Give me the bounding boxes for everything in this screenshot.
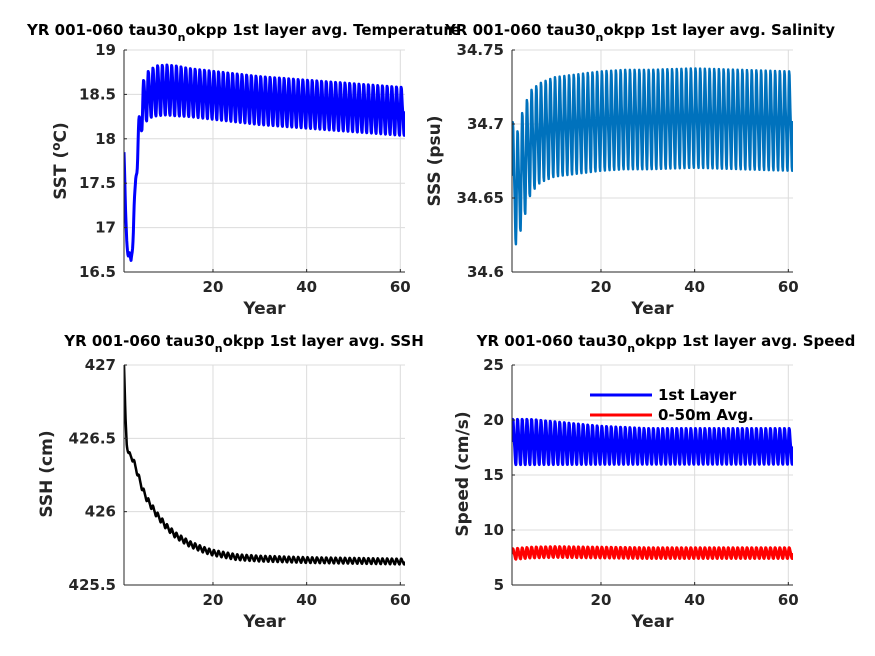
chart-title-text: YR 001-060 tau30 [26, 21, 178, 39]
y-axis-label: SST (oC) [49, 122, 71, 200]
series-line-1 [124, 63, 405, 262]
chart-title: YR 001-060 tau30nokpp 1st layer avg. Sal… [444, 21, 835, 44]
y-tick-label: 425.5 [69, 576, 116, 594]
y-tick-label: 34.6 [467, 263, 504, 281]
chart-title-rest: okpp 1st layer avg. Temperature [185, 21, 461, 39]
x-tick-label: 20 [203, 278, 224, 296]
y-tick-label: 427 [85, 356, 116, 374]
y-tick-label: 18 [95, 130, 116, 148]
x-tick-label: 20 [591, 591, 612, 609]
legend-label: 0-50m Avg. [658, 406, 754, 424]
x-axis-label: Year [630, 612, 674, 632]
x-tick-label: 20 [203, 591, 224, 609]
legend: 1st Layer 0-50m Avg. [590, 386, 754, 424]
x-tick-label: 40 [684, 591, 705, 609]
y-tick-label: 34.65 [457, 189, 504, 207]
y-axis-label-superscript: o [49, 142, 63, 150]
series-line-1 [512, 67, 793, 246]
series-line-2 [512, 545, 793, 561]
y-tick-label: 34.7 [467, 115, 504, 133]
chart-title-subscript: n [596, 31, 604, 44]
y-tick-label: 18.5 [79, 85, 116, 103]
y-axis-label-text: SSS (psu) [425, 115, 445, 206]
chart-title: YR 001-060 tau30nokpp 1st layer avg. SSH [63, 332, 424, 355]
y-axis-label: SSS (psu) [425, 115, 445, 206]
plot-area [124, 365, 405, 585]
chart-panel-3: 20 40 60 425.5 426 426.5 427 Year SSH (cm) YR 001… [37, 332, 424, 632]
series-line-1 [512, 417, 793, 467]
x-tick-label: 20 [591, 278, 612, 296]
chart-title: YR 001-060 tau30nokpp 1st layer avg. Tem… [26, 21, 461, 44]
x-tick-label: 40 [296, 591, 317, 609]
x-tick-label: 60 [390, 591, 411, 609]
x-tick-label: 60 [778, 278, 799, 296]
x-tick-label: 60 [778, 591, 799, 609]
chart-title: YR 001-060 tau30nokpp 1st layer avg. Spe… [476, 332, 856, 355]
chart-panel-2: 20 40 60 34.6 34.65 34.7 34.75 Year SSS (psu) YR … [425, 21, 835, 319]
y-axis-label-rest: C) [51, 122, 71, 142]
chart-title-subscript: n [627, 342, 635, 355]
y-tick-label: 17 [95, 219, 116, 237]
chart-title-subscript: n [215, 342, 223, 355]
y-axis-label-text: SST ( [51, 151, 71, 200]
x-tick-label: 40 [296, 278, 317, 296]
chart-title-rest: okpp 1st layer avg. Salinity [603, 21, 835, 39]
y-tick-label: 426 [85, 503, 116, 521]
chart-title-subscript: n [178, 31, 186, 44]
chart-title-text: YR 001-060 tau30 [476, 332, 628, 350]
chart-title-text: YR 001-060 tau30 [444, 21, 596, 39]
chart-panel-4: 20 40 60 5 10 15 20 25 Year Speed (cm/s) YR 001-06… [453, 332, 855, 632]
chart-panel-1: 20 40 60 16.5 17 17.5 18 18.5 19 Year SST (oC) YR 0… [26, 21, 461, 319]
y-axis-label-text: Speed (cm/s) [453, 411, 473, 536]
y-tick-label: 20 [483, 411, 504, 429]
y-axis-label: SSH (cm) [37, 430, 57, 517]
y-tick-label: 10 [483, 521, 504, 539]
y-axis-label: Speed (cm/s) [453, 411, 473, 536]
chart-title-text: YR 001-060 tau30 [63, 332, 215, 350]
x-tick-label: 60 [390, 278, 411, 296]
y-tick-label: 16.5 [79, 263, 116, 281]
y-tick-label: 5 [494, 576, 504, 594]
x-axis-label: Year [242, 612, 286, 632]
y-tick-label: 17.5 [79, 174, 116, 192]
x-tick-label: 40 [684, 278, 705, 296]
legend-label: 1st Layer [658, 386, 737, 404]
y-tick-label: 34.75 [457, 41, 504, 59]
y-tick-label: 426.5 [69, 429, 116, 447]
chart-title-rest: okpp 1st layer avg. Speed [635, 332, 855, 350]
x-axis-label: Year [242, 299, 286, 319]
chart-title-rest: okpp 1st layer avg. SSH [223, 332, 424, 350]
y-tick-label: 19 [95, 41, 116, 59]
y-tick-label: 15 [483, 466, 504, 484]
x-axis-label: Year [630, 299, 674, 319]
y-axis-label-text: SSH (cm) [37, 430, 57, 517]
y-tick-label: 25 [483, 356, 504, 374]
series-line-1 [124, 365, 405, 566]
